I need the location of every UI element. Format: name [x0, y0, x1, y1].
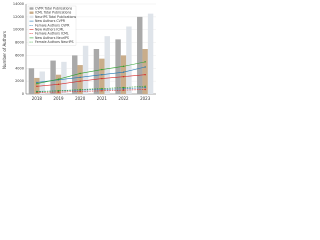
bar — [115, 39, 121, 94]
point — [122, 86, 125, 89]
point — [101, 87, 103, 90]
line — [36, 66, 146, 83]
bar — [137, 16, 143, 94]
point — [122, 88, 125, 90]
point — [144, 86, 146, 89]
legend-label: CVPR Total Publications — [35, 7, 73, 11]
bar — [120, 55, 127, 94]
legend-label: Female Authors NeurIPS — [35, 40, 74, 44]
bar — [104, 36, 110, 94]
point — [101, 74, 103, 76]
y-axis-label: Number of Authors — [2, 31, 7, 69]
point — [79, 76, 81, 78]
legend-label: NeurIPS Total Publications — [35, 15, 77, 19]
legend-swatch — [29, 7, 34, 10]
point — [57, 91, 60, 93]
legend-label: New Authors ICML — [35, 28, 64, 32]
legend-label: Female Authors CVPR — [35, 23, 70, 27]
point — [144, 61, 146, 63]
line — [36, 74, 146, 87]
y-tick-label: 12000 — [13, 15, 24, 19]
y-tick-label: 0 — [22, 92, 24, 96]
point — [79, 88, 81, 91]
bar — [50, 60, 56, 94]
y-tick-label: 10000 — [13, 28, 24, 32]
bar — [126, 26, 132, 94]
y-tick-label: 4000 — [15, 66, 24, 70]
point — [36, 81, 38, 84]
point — [36, 91, 38, 93]
point — [144, 74, 146, 76]
legend-box — [27, 5, 77, 46]
legend-label: ICML Total Publications — [35, 11, 72, 15]
bar — [99, 58, 105, 94]
point — [57, 90, 60, 92]
x-tick-label: 2018 — [32, 96, 43, 101]
bar — [147, 13, 154, 94]
x-tick-label: 2022 — [118, 96, 129, 101]
point — [101, 90, 103, 92]
x-tick-label: 2020 — [75, 96, 86, 101]
point — [122, 89, 125, 91]
x-tick-label: 2021 — [97, 96, 108, 101]
line — [36, 89, 146, 93]
bar — [77, 65, 83, 94]
y-tick-label: 8000 — [15, 41, 24, 45]
point — [122, 75, 125, 78]
point — [144, 66, 146, 68]
point — [36, 83, 38, 85]
line — [36, 85, 146, 93]
point — [57, 83, 60, 86]
bar — [28, 68, 35, 94]
legend-label: New Authors NeurIPS — [35, 36, 69, 40]
legend-label: New Authors CVPR — [35, 19, 66, 23]
bar — [142, 49, 148, 94]
point — [144, 85, 146, 87]
point — [79, 72, 81, 75]
point — [122, 71, 125, 73]
x-tick-label: 2019 — [53, 96, 64, 101]
point — [144, 88, 146, 91]
bar — [93, 49, 100, 94]
legend-swatch — [29, 15, 34, 19]
legend-swatch — [29, 11, 34, 14]
point — [101, 88, 103, 91]
y-tick-label: 6000 — [15, 53, 24, 57]
point — [79, 80, 81, 82]
line — [36, 61, 146, 85]
bar — [82, 45, 89, 94]
legend-label: Female Authors ICML — [35, 32, 69, 36]
point — [57, 78, 60, 80]
point — [79, 90, 81, 93]
point — [101, 68, 103, 71]
y-tick-label: 2000 — [15, 79, 24, 83]
chart: Number of Authors 0 2000 4000 6000 8000 10000… — [0, 0, 160, 106]
point — [122, 65, 125, 68]
point — [101, 77, 103, 80]
x-tick-label: 2023 — [140, 96, 151, 101]
point — [36, 85, 38, 87]
page: Number of Authors 0 2000 4000 6000 8000 10000… — [0, 0, 320, 106]
y-tick-label: 14000 — [13, 2, 24, 6]
